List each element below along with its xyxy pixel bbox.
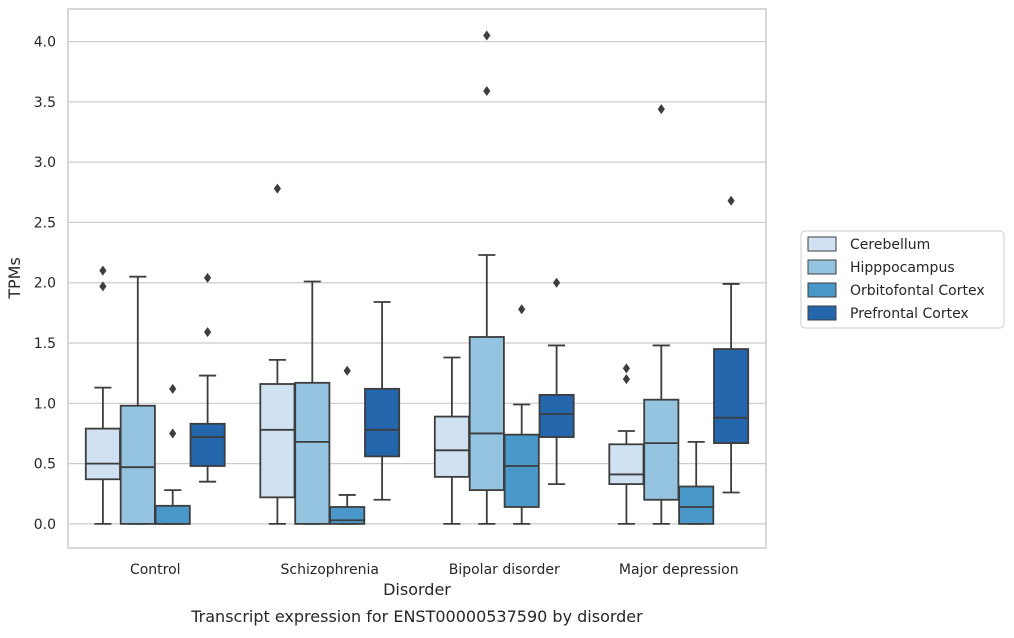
outlier-point bbox=[204, 272, 212, 283]
iqr-box bbox=[84, 427, 121, 481]
iqr-box bbox=[154, 504, 191, 525]
iqr-box bbox=[119, 404, 156, 525]
outlier-point bbox=[343, 365, 351, 376]
legend-swatch bbox=[807, 236, 837, 252]
x-tick-label: Major depression bbox=[619, 562, 739, 578]
plot-frame bbox=[67, 8, 767, 549]
x-tick-label: Control bbox=[130, 562, 181, 578]
outlier-point bbox=[273, 183, 281, 194]
outlier-point bbox=[99, 265, 107, 276]
box-cerebellum-3 bbox=[608, 363, 645, 525]
box-prefrontal-cortex-3 bbox=[713, 195, 750, 494]
iqr-box bbox=[538, 393, 575, 438]
box-orbitofontal-cortex-3 bbox=[678, 440, 715, 525]
box-hipppocampus-1 bbox=[294, 280, 331, 525]
legend-label: Prefrontal Cortex bbox=[850, 306, 969, 322]
y-axis-label: TPMs bbox=[5, 257, 24, 300]
outlier-point bbox=[553, 277, 561, 288]
legend-swatch bbox=[807, 305, 837, 321]
iqr-box bbox=[643, 398, 680, 501]
x-tick-label: Schizophrenia bbox=[281, 562, 379, 578]
iqr-box bbox=[608, 443, 645, 485]
outlier-point bbox=[99, 281, 107, 292]
iqr-box bbox=[259, 383, 296, 499]
outlier-point bbox=[483, 30, 491, 41]
legend-swatch bbox=[807, 282, 837, 298]
y-tick-label: 1.0 bbox=[34, 396, 56, 412]
outlier-point bbox=[169, 428, 177, 439]
iqr-box bbox=[713, 348, 750, 444]
y-tick-label: 3.5 bbox=[34, 95, 56, 111]
iqr-box bbox=[503, 433, 540, 508]
outlier-point bbox=[169, 383, 177, 394]
box-orbitofontal-cortex-0 bbox=[154, 383, 191, 525]
iqr-box bbox=[329, 506, 366, 525]
box-cerebellum-1 bbox=[259, 183, 296, 525]
iqr-box bbox=[189, 422, 226, 467]
box-hipppocampus-0 bbox=[119, 275, 156, 525]
box-hipppocampus-2 bbox=[468, 30, 505, 525]
y-tick-label: 2.5 bbox=[34, 215, 56, 231]
y-tick-label: 1.5 bbox=[34, 336, 56, 352]
box-prefrontal-cortex-1 bbox=[364, 301, 401, 501]
box-prefrontal-cortex-2 bbox=[538, 277, 575, 485]
y-tick-labels: 0.0 0.5 1.0 1.5 2.0 2.5 3.0 3.5 4.0 bbox=[34, 35, 56, 533]
box-cerebellum-0 bbox=[84, 265, 121, 525]
legend-items: Cerebellum Hipppocampus Orbitofontal Corte… bbox=[807, 236, 985, 322]
outlier-point bbox=[483, 85, 491, 96]
outlier-point bbox=[622, 363, 630, 374]
outlier-point bbox=[204, 327, 212, 338]
legend: Cerebellum Hipppocampus Orbitofontal Corte… bbox=[800, 230, 1005, 329]
outlier-point bbox=[657, 104, 665, 115]
legend-label: Orbitofontal Cortex bbox=[850, 283, 985, 299]
box-orbitofontal-cortex-2 bbox=[503, 304, 540, 525]
y-tick-label: 0.0 bbox=[34, 517, 56, 533]
y-tick-label: 2.0 bbox=[34, 276, 56, 292]
legend-swatch bbox=[807, 259, 837, 275]
x-tick-label: Bipolar disorder bbox=[449, 562, 560, 578]
chart-caption: Transcript expression for ENST0000053759… bbox=[190, 607, 643, 626]
legend-frame bbox=[800, 230, 1005, 329]
iqr-box bbox=[433, 415, 470, 478]
legend-label: Hipppocampus bbox=[850, 260, 955, 276]
outlier-point bbox=[727, 195, 735, 206]
outlier-point bbox=[622, 374, 630, 385]
y-tick-label: 0.5 bbox=[34, 457, 56, 473]
iqr-box bbox=[364, 387, 401, 458]
iqr-box bbox=[468, 336, 505, 492]
x-axis-label: Disorder bbox=[383, 580, 451, 599]
x-category-labels: Control Schizophrenia Bipolar disorder Majo… bbox=[130, 562, 739, 578]
y-tick-label: 3.0 bbox=[34, 155, 56, 171]
y-tick-label: 4.0 bbox=[34, 35, 56, 51]
box-prefrontal-cortex-0 bbox=[189, 272, 226, 483]
box-cerebellum-2 bbox=[433, 356, 470, 525]
iqr-box bbox=[678, 485, 715, 525]
outlier-point bbox=[518, 304, 526, 315]
box-orbitofontal-cortex-1 bbox=[329, 365, 366, 525]
legend-label: Cerebellum bbox=[850, 237, 930, 253]
box-layer bbox=[84, 30, 750, 525]
iqr-box bbox=[294, 381, 331, 525]
box-hipppocampus-3 bbox=[643, 104, 680, 525]
grid-layer bbox=[68, 40, 766, 525]
